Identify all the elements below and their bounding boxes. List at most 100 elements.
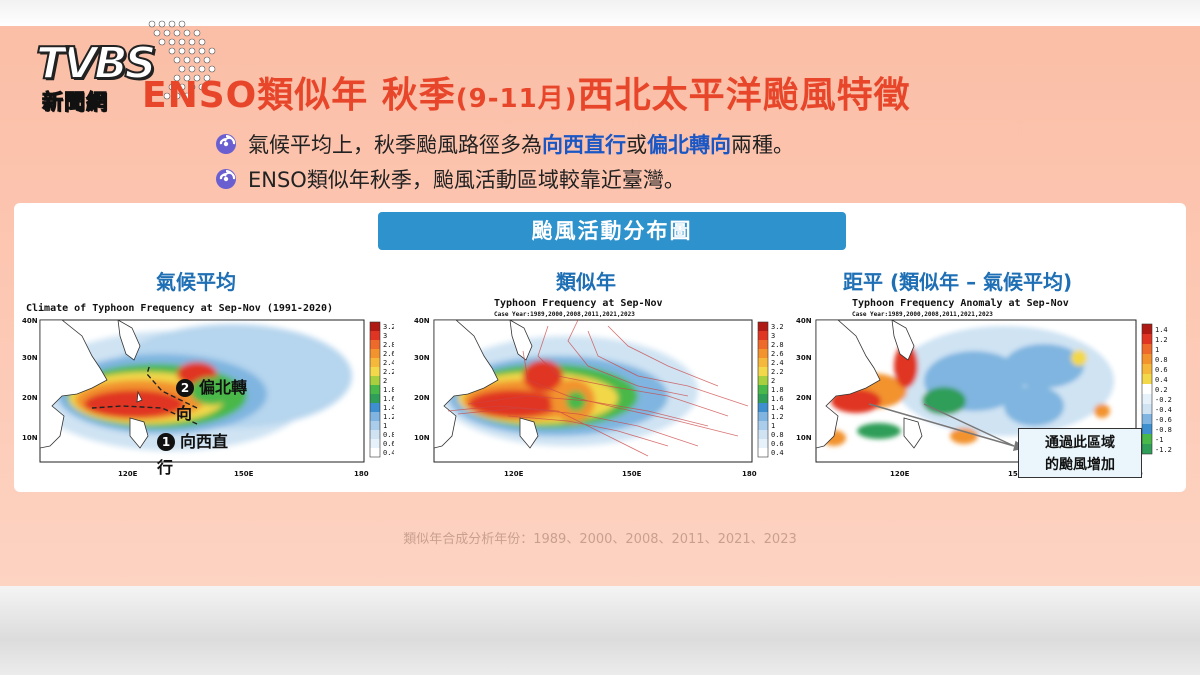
callout-box: 通過此區域 的颱風增加 (1018, 428, 1142, 478)
panel-title-case: 類似年 (556, 270, 616, 294)
lat-label: 20N (22, 394, 38, 402)
colorbar-label: 0.4 (1155, 376, 1168, 384)
background-floor (0, 586, 1200, 675)
colorbar-label: 3 (771, 332, 775, 340)
lat-label: 40N (796, 317, 812, 325)
colorbar-label: 0.8 (771, 431, 784, 439)
annotation-1: 1 向西直 (157, 428, 228, 452)
colorbar-label: 3.2 (383, 323, 394, 331)
lat-label: 40N (414, 317, 430, 325)
colorbar-label: 1.8 (383, 386, 394, 394)
map-title: Typhoon Frequency Anomaly at Sep-Nov (852, 298, 1069, 309)
colorbar-label: 2.4 (383, 359, 394, 367)
page-title: ENSO類似年 秋季(9-11月)西北太平洋颱風特徵 (142, 66, 911, 118)
colorbar-label: 1 (1155, 346, 1159, 354)
colorbar-label: 3 (383, 332, 387, 340)
callout-line-1: 通過此區域 (1045, 435, 1115, 451)
bullet-1-highlight-2: 偏北轉向 (647, 133, 731, 157)
lon-label: 150E (622, 470, 642, 478)
bullet-1: 氣候平均上，秋季颱風路徑多為向西直行或偏北轉向兩種。 (214, 129, 794, 159)
logo-subtitle: 新聞網 (42, 90, 108, 115)
colorbar-label: 1.2 (771, 413, 784, 421)
coastline (816, 320, 923, 449)
lon-label: 150E (1008, 470, 1028, 478)
logo-dots-icon (148, 20, 216, 100)
lat-label: 30N (22, 354, 38, 362)
colorbar-label: 3.2 (771, 323, 784, 331)
colorbar-label: 1.2 (1155, 336, 1168, 344)
map-title: Typhoon Frequency at Sep-Nov (494, 298, 663, 309)
map-climate: Climate of Typhoon Frequency at Sep-Nov … (22, 302, 394, 478)
colorbar-label: 2.6 (771, 350, 784, 358)
typhoon-icon (216, 169, 236, 189)
map-title: Climate of Typhoon Frequency at Sep-Nov … (26, 302, 333, 314)
panel-title-anomaly: 距平 (類似年 – 氣候平均) (843, 270, 1073, 294)
callout-line-2: 的颱風增加 (1045, 457, 1115, 473)
colorbar (369, 321, 381, 458)
section-banner: 颱風活動分布圖 (378, 212, 846, 250)
typhoon-tracks (447, 320, 749, 457)
colorbar (1141, 323, 1153, 455)
colorbar-label: 2.6 (383, 350, 394, 358)
annotation-1-cont: 行 (157, 458, 174, 477)
bullet-1-pre: 氣候平均上，秋季颱風路徑多為 (248, 133, 542, 157)
lat-label: 10N (22, 434, 38, 442)
colorbar-label: 2 (383, 377, 387, 385)
map-subtitle: Case Year:1989,2000,2008,2011,2021,2023 (852, 311, 993, 318)
lon-axis: 120E 150E 180 (118, 470, 369, 478)
lon-label: 180 (742, 470, 757, 478)
number-badge-2: 2 (176, 379, 194, 397)
title-months: (9-11月) (455, 84, 578, 114)
frequency-field (438, 336, 698, 446)
number-badge-1: 1 (157, 433, 175, 451)
lon-axis: 120E 150E 180 (504, 470, 757, 478)
colorbar-label: 0.8 (1155, 356, 1168, 364)
lat-label: 20N (414, 394, 430, 402)
colorbar-label: 1 (383, 422, 387, 430)
colorbar-label: 1.6 (771, 395, 784, 403)
lon-label: 120E (890, 470, 910, 478)
logo-brand: TVBS (35, 37, 157, 90)
bullet-2: ENSO類似年秋季，颱風活動區域較靠近臺灣。 (214, 164, 685, 194)
panel-title-climate: 氣候平均 (156, 270, 236, 294)
tvbs-logo: TVBS 新聞網 (28, 18, 218, 118)
colorbar-label: 1 (771, 422, 775, 430)
coastline (434, 320, 539, 449)
lat-label: 20N (796, 394, 812, 402)
colorbar-label: 1.8 (771, 386, 784, 394)
colorbar-labels: 3.2 3 2.8 2.6 2.4 2.2 2 1.8 1.6 1.4 1.2 … (771, 323, 784, 457)
anomaly-field (822, 326, 1114, 446)
map-subtitle: Case Year:1989,2000,2008,2011,2021,2023 (494, 311, 635, 318)
bullet-1-post: 兩種。 (731, 133, 794, 157)
colorbar-label: 2.8 (771, 341, 784, 349)
colorbar-label: -0.4 (1155, 406, 1172, 414)
title-rest: 西北太平洋颱風特徵 (577, 75, 911, 116)
track-arrows (91, 363, 198, 425)
bullet-2-text: ENSO類似年秋季，颱風活動區域較靠近臺灣。 (248, 168, 685, 192)
colorbar-label: 1.6 (383, 395, 394, 403)
colorbar-label: 1.2 (383, 413, 394, 421)
lon-label: 150E (234, 470, 254, 478)
lon-label: 120E (504, 470, 524, 478)
lat-label: 40N (22, 317, 38, 325)
frequency-field (40, 324, 352, 451)
lat-label: 30N (414, 354, 430, 362)
coastline (40, 320, 149, 449)
lat-axis: 40N 30N 20N 10N (796, 317, 812, 442)
annotation-2-cont: 向 (176, 404, 193, 423)
map-case-years: Typhoon Frequency at Sep-Nov Case Year:1… (414, 298, 784, 478)
lon-label: 120E (118, 470, 138, 478)
colorbar-label: 1.4 (1155, 326, 1168, 334)
colorbar-label: 2.8 (383, 341, 394, 349)
bullet-1-highlight-1: 向西直行 (542, 133, 626, 157)
colorbar-label: 0.2 (1155, 386, 1168, 394)
annotation-2: 2 偏北轉 (176, 374, 247, 398)
colorbar-label: 2 (771, 377, 775, 385)
colorbar-label: -1 (1155, 436, 1163, 444)
colorbar-label: -0.2 (1155, 396, 1172, 404)
bullet-1-mid: 或 (626, 133, 647, 157)
colorbar-label: 0.4 (383, 449, 394, 457)
colorbar-label: -0.8 (1155, 426, 1172, 434)
colorbar-labels: 3.2 3 2.8 2.6 2.4 2.2 2 1.8 1.6 1.4 1.2 … (383, 323, 394, 457)
colorbar-label: 0.6 (383, 440, 394, 448)
